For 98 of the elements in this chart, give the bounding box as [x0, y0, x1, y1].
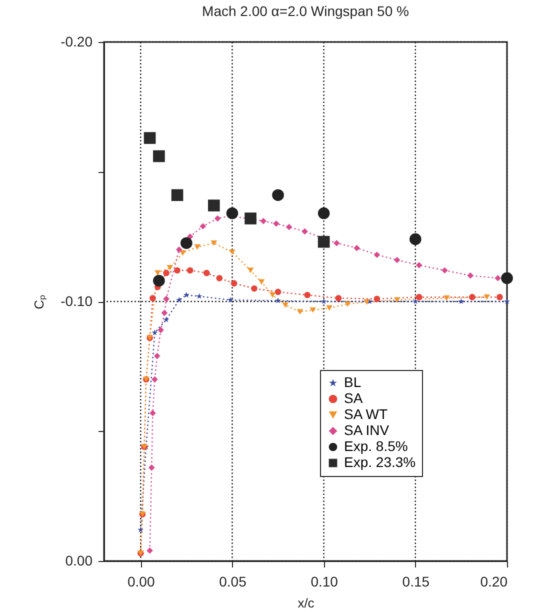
point	[275, 298, 282, 304]
point	[200, 223, 206, 230]
point	[269, 292, 276, 298]
point	[333, 240, 340, 246]
point	[296, 309, 304, 315]
legend-label: SA WT	[344, 406, 388, 422]
point	[320, 298, 327, 304]
point	[416, 294, 422, 300]
point	[203, 270, 210, 276]
point	[458, 298, 464, 304]
point	[150, 294, 156, 302]
point	[286, 224, 292, 230]
y-tick-label: -0.10	[60, 293, 93, 309]
point	[163, 316, 170, 322]
point	[194, 244, 201, 250]
point	[504, 298, 510, 304]
point	[214, 215, 221, 222]
point	[210, 240, 218, 246]
legend-label: Exp. 23.3%	[344, 454, 416, 470]
x-axis-title: x/c	[298, 596, 315, 610]
x-tick-label: 0.00	[128, 574, 155, 590]
point	[183, 292, 190, 298]
point	[144, 132, 156, 144]
point	[260, 218, 267, 224]
point	[304, 292, 310, 298]
y-tick-label: -0.20	[60, 34, 93, 50]
point	[216, 274, 223, 282]
point	[176, 246, 182, 253]
point	[374, 296, 380, 302]
point	[208, 200, 220, 212]
point	[176, 296, 182, 303]
point	[230, 280, 238, 286]
point	[152, 329, 158, 336]
point	[282, 302, 289, 308]
point	[158, 326, 164, 334]
point	[443, 295, 450, 301]
point	[174, 267, 180, 274]
point	[251, 285, 258, 292]
y-tick-label: 0.00	[65, 552, 93, 568]
point	[152, 376, 158, 383]
point	[469, 294, 476, 300]
y-axis-title: Cₚ	[32, 294, 48, 310]
point	[146, 547, 153, 554]
point	[318, 207, 330, 220]
point	[494, 274, 502, 282]
point	[244, 212, 256, 224]
point	[412, 298, 418, 304]
legend-label: BL	[344, 374, 362, 390]
point	[310, 307, 316, 313]
point	[161, 310, 168, 316]
point	[442, 267, 448, 274]
point	[154, 270, 161, 276]
point	[226, 207, 238, 220]
point	[394, 297, 400, 303]
legend-label: Exp. 8.5%	[344, 438, 408, 454]
point	[186, 267, 194, 274]
x-tick-label: 0.10	[310, 574, 338, 590]
point	[272, 189, 284, 202]
x-tick-label: 0.20	[480, 574, 508, 590]
point	[467, 272, 474, 279]
point	[163, 296, 170, 302]
point	[150, 410, 156, 416]
point	[138, 526, 144, 532]
point	[354, 244, 360, 252]
point	[409, 233, 422, 246]
point	[180, 250, 186, 256]
x-tick-label: 0.15	[402, 574, 430, 590]
point	[163, 270, 170, 276]
point	[274, 288, 282, 296]
point	[496, 294, 503, 300]
point	[171, 189, 184, 202]
point	[154, 352, 160, 360]
point	[484, 294, 490, 300]
x-tick-label: 0.05	[219, 574, 247, 590]
point	[247, 268, 254, 274]
point	[227, 296, 234, 303]
point	[229, 249, 236, 255]
legend-label: SA INV	[344, 422, 390, 438]
point	[501, 272, 513, 284]
point	[318, 236, 330, 248]
point	[258, 279, 265, 285]
point	[344, 301, 351, 307]
chart-title: Mach 2.00 α=2.0 Wingspan 50 %	[202, 3, 409, 19]
point	[153, 274, 165, 287]
point	[374, 252, 380, 258]
point	[153, 150, 165, 162]
point	[148, 464, 155, 471]
point	[394, 256, 400, 264]
legend-label: SA	[344, 390, 364, 406]
point	[364, 299, 370, 305]
point	[326, 305, 332, 311]
point	[416, 262, 422, 268]
point	[180, 237, 192, 250]
point	[196, 293, 202, 299]
point	[166, 265, 174, 271]
point	[302, 228, 308, 235]
point	[273, 220, 280, 227]
point	[335, 294, 342, 302]
